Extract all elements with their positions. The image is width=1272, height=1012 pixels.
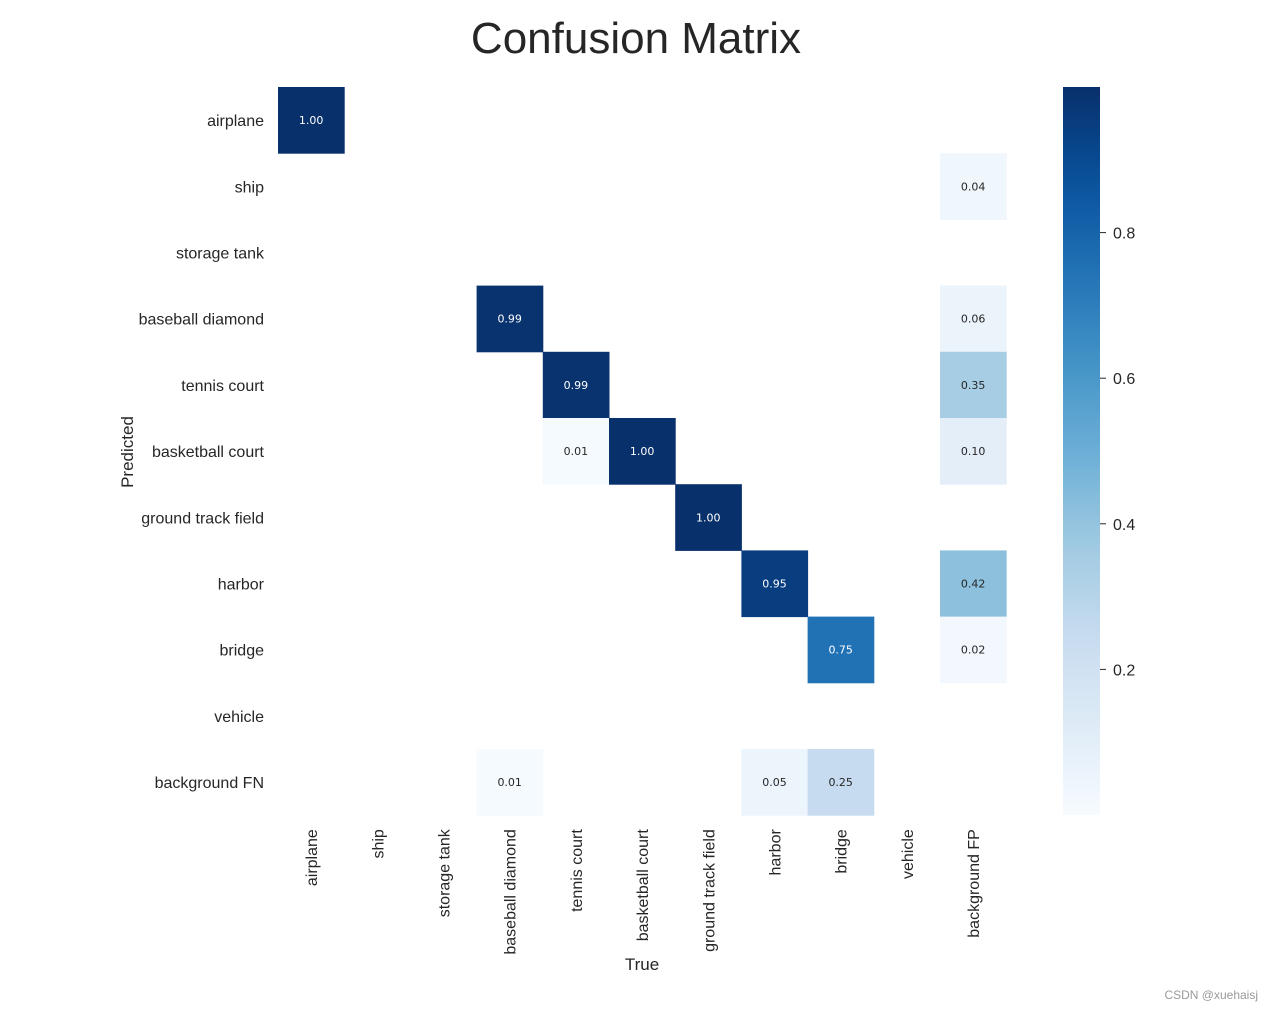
cell-value-label: 0.95 <box>762 578 787 591</box>
x-tick-label: airplane <box>304 829 321 886</box>
heatmap-cell <box>940 616 1007 684</box>
heatmap-cells: 1.00 0.04 0.99 0.06 0.99 0.35 0.01 1.00 0.10 1.00… <box>278 87 1007 816</box>
x-tick-label: ship <box>370 829 387 858</box>
y-tick-label: background FN <box>155 775 264 792</box>
y-tick-label: ship <box>235 179 264 196</box>
cell-value-label: 0.05 <box>762 776 787 789</box>
cell-value-label: 1.00 <box>299 114 324 127</box>
chart-title: Confusion Matrix <box>471 14 801 63</box>
y-tick-label: bridge <box>220 643 265 660</box>
cell-value-label: 0.35 <box>961 379 986 392</box>
heatmap-cell <box>278 87 345 154</box>
cell-value-label: 0.75 <box>828 644 853 657</box>
heatmap-cell <box>807 749 875 816</box>
colorbar-tick-label: 0.2 <box>1113 662 1135 679</box>
heatmap-cell <box>940 550 1007 618</box>
x-tick-label: vehicle <box>900 829 917 879</box>
y-tick-label: baseball diamond <box>139 312 264 329</box>
cell-value-label: 0.02 <box>961 644 986 657</box>
cell-value-label: 0.99 <box>497 313 522 326</box>
heatmap-cell <box>940 285 1007 353</box>
cell-value-label: 1.00 <box>696 511 721 524</box>
cell-value-label: 0.42 <box>961 578 986 591</box>
cell-value-label: 0.25 <box>828 776 853 789</box>
colorbar-gradient <box>1063 87 1100 815</box>
x-tick-label: background FP <box>966 829 983 938</box>
heatmap-cell <box>542 418 610 485</box>
heatmap-cell <box>609 418 676 485</box>
cell-value-label: 0.01 <box>497 776 522 789</box>
x-tick-label: bridge <box>834 829 851 874</box>
heatmap-cell <box>476 285 544 353</box>
heatmap-cell <box>940 418 1007 485</box>
y-tick-label: airplane <box>207 113 264 130</box>
heatmap-cell <box>675 484 742 551</box>
y-tick-label: vehicle <box>214 709 264 726</box>
watermark: CSDN @xuehaisj <box>1164 988 1258 1002</box>
x-tick-label: ground track field <box>701 829 718 952</box>
y-tick-label: storage tank <box>176 246 265 263</box>
heatmap-cell <box>807 616 875 684</box>
x-tick-label: tennis court <box>569 829 586 912</box>
heatmap-cell <box>476 749 544 816</box>
heatmap-cell <box>542 351 610 419</box>
y-tick-label: harbor <box>218 577 265 594</box>
y-tick-labels: airplane ship storage tank baseball diamond… <box>139 113 265 792</box>
heatmap-cell <box>940 153 1007 220</box>
cell-value-label: 0.10 <box>961 445 986 458</box>
x-tick-label: storage tank <box>437 828 454 917</box>
heatmap-cell <box>741 550 809 618</box>
x-tick-label: harbor <box>768 829 785 876</box>
heatmap-cell <box>741 749 809 816</box>
x-tick-label: basketball court <box>635 829 652 942</box>
y-tick-label: tennis court <box>181 378 264 395</box>
cell-value-label: 1.00 <box>630 445 655 458</box>
colorbar: 0.2 0.4 0.6 0.8 <box>1063 87 1135 815</box>
cell-value-label: 0.99 <box>564 379 589 392</box>
x-tick-label: baseball diamond <box>503 829 520 954</box>
heatmap-cell <box>940 351 1007 419</box>
y-tick-label: ground track field <box>141 510 264 527</box>
y-axis-label: Predicted <box>118 416 137 488</box>
colorbar-tick-label: 0.8 <box>1113 226 1135 243</box>
cell-value-label: 0.01 <box>564 445 589 458</box>
cell-value-label: 0.04 <box>961 180 986 193</box>
x-tick-labels: airplane ship storage tank baseball diamond… <box>304 828 983 954</box>
colorbar-tick-label: 0.4 <box>1113 517 1135 534</box>
cell-value-label: 0.06 <box>961 313 986 326</box>
y-tick-label: basketball court <box>152 444 265 461</box>
x-axis-label: True <box>625 955 659 974</box>
colorbar-tick-label: 0.6 <box>1113 371 1135 388</box>
